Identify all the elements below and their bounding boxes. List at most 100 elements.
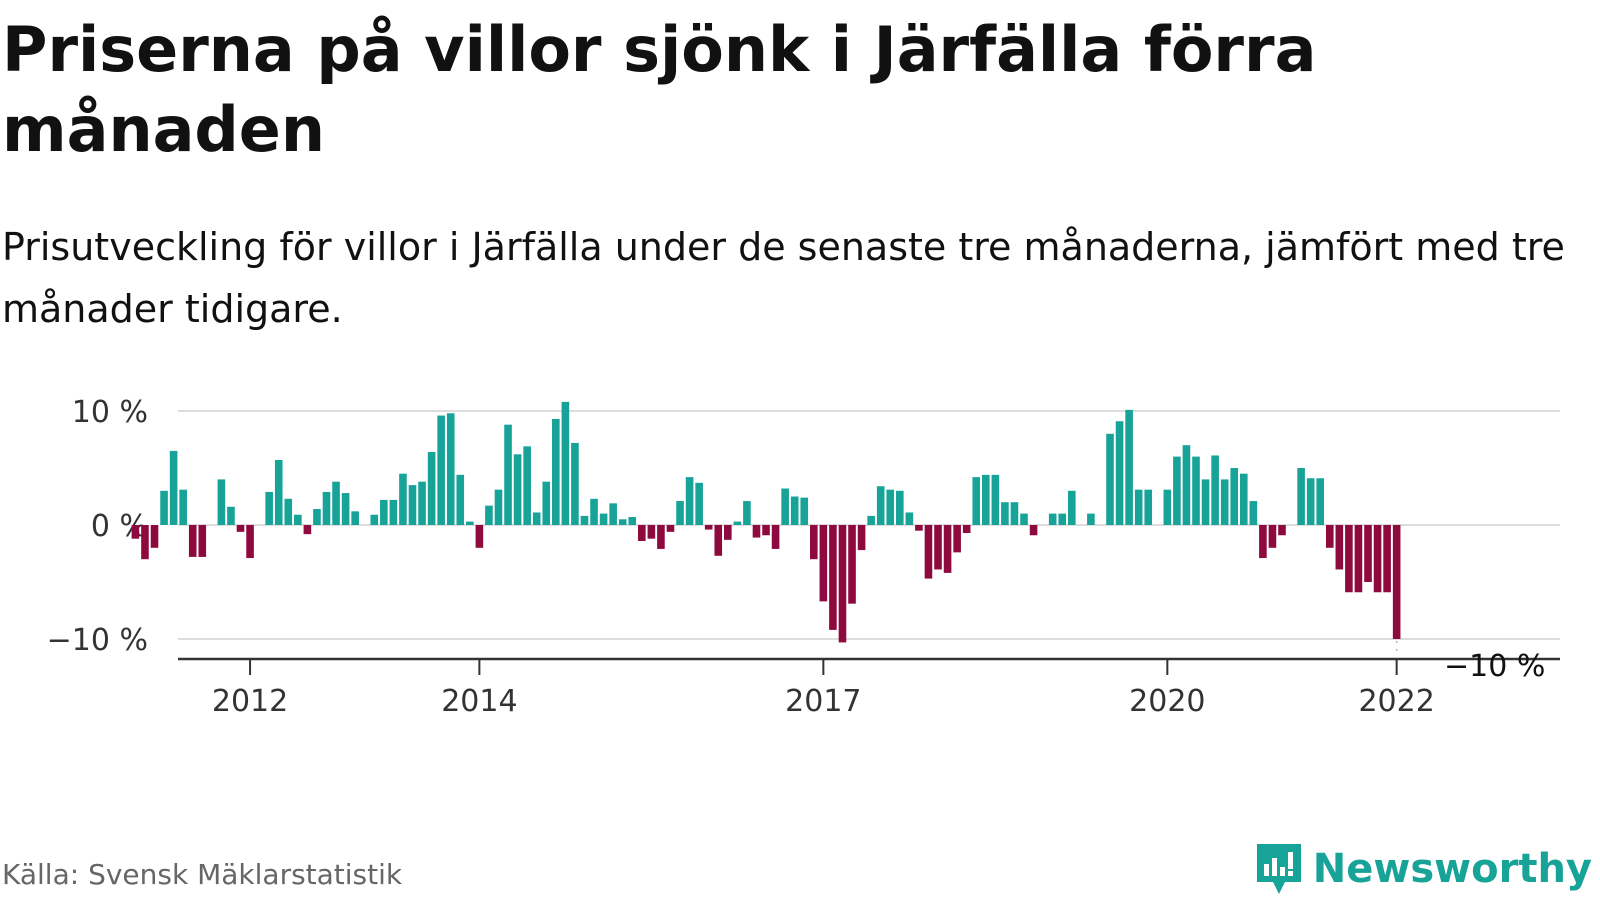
- bar-negative: [1345, 525, 1353, 593]
- bar-positive: [332, 481, 340, 525]
- bar-positive: [227, 506, 235, 525]
- chart-subtitle: Prisutveckling för villor i Järfälla und…: [2, 225, 1565, 331]
- bar-positive: [676, 501, 684, 525]
- bar-positive: [1239, 473, 1248, 525]
- y-tick-label: 10 %: [72, 395, 148, 430]
- bar-negative: [1029, 525, 1038, 536]
- bar-positive: [561, 401, 570, 525]
- last-value-annotation: −10 %: [1395, 641, 1545, 684]
- bar-positive: [1125, 409, 1133, 525]
- bar-positive: [446, 413, 455, 525]
- source-note: Källa: Svensk Mäklarstatistik: [2, 858, 403, 891]
- bar-positive: [695, 482, 703, 525]
- bar-negative: [246, 525, 254, 559]
- bar-positive: [972, 477, 981, 525]
- bar-positive: [1087, 513, 1095, 525]
- bar-positive: [504, 424, 512, 525]
- bar-positive: [743, 501, 751, 525]
- brand-name: Newsworthy: [1312, 846, 1592, 892]
- x-tick-label: 2020: [1129, 684, 1205, 719]
- bar-negative: [1364, 525, 1372, 582]
- bar-positive: [532, 512, 541, 525]
- bar-positive: [685, 477, 694, 525]
- brand[interactable]: Newsworthy: [1253, 840, 1592, 898]
- x-tick-label: 2022: [1358, 684, 1434, 719]
- y-tick-label: 0 %: [91, 509, 148, 544]
- bar-positive: [437, 415, 445, 525]
- bar-positive: [1201, 479, 1210, 525]
- bar-positive: [867, 515, 875, 525]
- bar-negative: [1392, 525, 1401, 639]
- bar-negative: [962, 525, 971, 533]
- bar-negative: [857, 525, 866, 551]
- bar-positive: [523, 446, 531, 525]
- bar-negative: [1383, 525, 1391, 593]
- bar-negative: [1335, 525, 1344, 570]
- bar-positive: [485, 505, 493, 525]
- bar-positive: [1182, 445, 1191, 525]
- bar-negative: [1354, 525, 1363, 593]
- bar-negative: [819, 525, 828, 602]
- bar-positive: [1316, 478, 1325, 525]
- bar-positive: [580, 515, 589, 525]
- bar-negative: [647, 525, 656, 539]
- bar-positive: [370, 514, 379, 525]
- bar-positive: [599, 513, 608, 525]
- bar-positive: [1249, 501, 1258, 525]
- bar-positive: [466, 521, 474, 525]
- bar-positive: [408, 485, 417, 525]
- bar-negative: [1268, 525, 1277, 548]
- bar-positive: [876, 486, 885, 525]
- bar-positive: [418, 481, 426, 525]
- bar-positive: [294, 514, 302, 525]
- bar-positive: [160, 490, 168, 525]
- bar-negative: [714, 525, 723, 556]
- bars: [131, 401, 1401, 643]
- bar-positive: [1230, 468, 1239, 525]
- bar-negative: [838, 525, 847, 643]
- bar-positive: [1020, 513, 1028, 525]
- bar-positive: [905, 512, 914, 525]
- bar-positive: [991, 474, 1000, 525]
- bar-positive: [1115, 421, 1124, 525]
- bar-negative: [771, 525, 780, 549]
- bar-positive: [628, 517, 637, 525]
- bar-positive: [217, 479, 226, 525]
- x-axis: 2012 2014 2017 2020 2022: [178, 657, 1560, 719]
- bar-positive: [427, 452, 436, 525]
- bar-negative: [198, 525, 207, 557]
- bar-positive: [618, 519, 627, 525]
- bar-positive: [389, 499, 398, 525]
- bar-positive: [1010, 502, 1019, 525]
- x-tick-label: 2012: [212, 684, 288, 719]
- chart-title: Priserna på villor sjönk i Järfälla förr…: [2, 13, 1317, 166]
- bar-positive: [399, 473, 407, 525]
- bar-positive: [1211, 455, 1219, 525]
- bar-positive: [284, 498, 293, 525]
- bar-negative: [924, 525, 933, 579]
- bar-negative: [1259, 525, 1267, 559]
- bar-negative: [953, 525, 961, 553]
- bar-negative: [752, 525, 761, 538]
- bar-negative: [150, 525, 159, 548]
- bar-negative: [1278, 525, 1286, 536]
- bar-negative: [848, 525, 856, 604]
- bar-negative: [934, 525, 942, 570]
- bar-positive: [590, 498, 598, 525]
- bar-negative: [666, 525, 675, 532]
- bar-positive: [1163, 489, 1172, 525]
- bar-positive: [513, 454, 522, 525]
- bar-positive: [790, 496, 799, 525]
- bar-positive: [1001, 502, 1009, 525]
- y-tick-label: −10 %: [47, 623, 148, 658]
- bar-positive: [896, 490, 904, 525]
- y-axis-labels: 10 % 0 % −10 %: [47, 395, 148, 658]
- bar-positive: [1306, 478, 1315, 525]
- bar-negative: [810, 525, 818, 560]
- bar-positive: [733, 521, 742, 525]
- bar-negative: [303, 525, 312, 535]
- bar-positive: [609, 503, 617, 525]
- bar-positive: [1220, 479, 1229, 525]
- bar-positive: [1067, 490, 1076, 525]
- bar-positive: [322, 491, 331, 525]
